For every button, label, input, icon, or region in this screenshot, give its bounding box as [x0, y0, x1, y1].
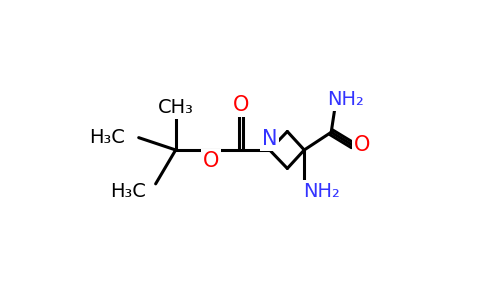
Text: H₃C: H₃C [110, 182, 146, 201]
Text: H₃C: H₃C [89, 128, 125, 147]
Text: NH₂: NH₂ [303, 182, 340, 201]
Text: O: O [203, 151, 219, 171]
Text: N: N [262, 129, 277, 149]
Text: CH₃: CH₃ [158, 98, 194, 117]
Text: NH₂: NH₂ [327, 90, 364, 109]
Text: O: O [233, 94, 249, 115]
Text: O: O [354, 135, 370, 155]
